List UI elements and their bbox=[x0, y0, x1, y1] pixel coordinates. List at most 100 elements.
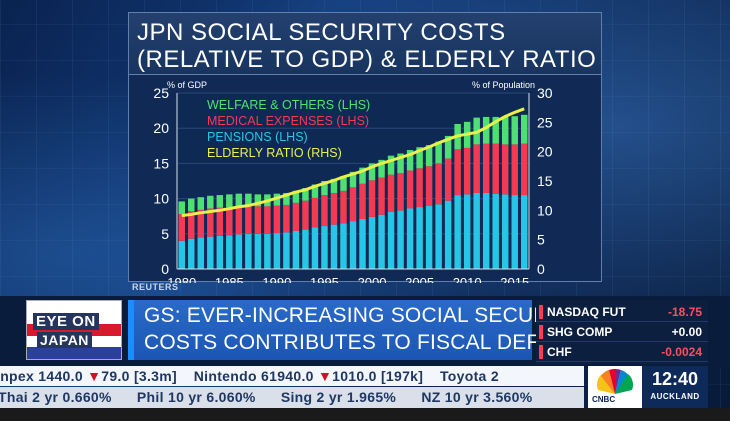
bar-segment bbox=[397, 210, 404, 269]
bar-segment bbox=[254, 233, 262, 269]
market-tickers: NASDAQ FUT -18.75 SHG COMP +0.00 CHF -0.… bbox=[536, 300, 708, 364]
bar-segment bbox=[340, 176, 347, 191]
bar-segment bbox=[444, 200, 452, 269]
ticker-name: CHF bbox=[547, 345, 572, 359]
bar-segment bbox=[273, 233, 281, 269]
right-tick-label: 30 bbox=[537, 85, 553, 101]
bar-segment bbox=[521, 143, 528, 196]
bar-segment bbox=[264, 233, 271, 269]
bar-segment bbox=[463, 147, 471, 195]
bar-segment bbox=[387, 174, 395, 212]
bond-crawl-text: Thai 2 yr 0.660% Phil 10 yr 6.060% Sing … bbox=[0, 389, 532, 405]
bar-segment bbox=[359, 183, 366, 220]
bar-segment bbox=[226, 194, 233, 208]
left-tick-label: 0 bbox=[161, 261, 169, 277]
crawl-stock-name: Nintendo bbox=[193, 368, 257, 384]
bar-segment bbox=[188, 198, 195, 212]
crawl-bond-value: 0.660% bbox=[62, 389, 112, 405]
bar-segment bbox=[368, 180, 376, 217]
crawl-stock-volume: [3.3m] bbox=[133, 368, 177, 384]
bar-segment bbox=[492, 116, 499, 144]
bar-segment bbox=[482, 192, 490, 269]
x-tick-label: 1985 bbox=[215, 275, 244, 283]
ticker-row: SHG COMP +0.00 bbox=[536, 322, 708, 342]
left-tick-label: 5 bbox=[161, 226, 169, 242]
left-tick-label: 15 bbox=[153, 155, 169, 171]
bar-segment bbox=[340, 223, 347, 269]
right-tick-label: 25 bbox=[537, 114, 553, 130]
headline-line-1: GS: EVER-INCREASING SOCIAL SECURITY bbox=[144, 304, 582, 327]
bar-segment bbox=[292, 230, 300, 269]
bar-segment bbox=[501, 144, 509, 195]
bar-segment bbox=[511, 144, 518, 196]
right-axis-unit: % of Population bbox=[472, 80, 535, 90]
bar-segment bbox=[197, 209, 205, 238]
bar-segment bbox=[330, 178, 338, 193]
stock-crawl-text: Inpex 1440.0 ▼79.0 [3.3m] Nintendo 61940… bbox=[0, 368, 499, 384]
bar-segment bbox=[387, 211, 395, 269]
x-tick-label: 1990 bbox=[262, 275, 291, 283]
x-tick-label: 1980 bbox=[167, 275, 196, 283]
crawl-bond-value: 1.965% bbox=[346, 389, 397, 405]
bar-segment bbox=[359, 167, 366, 184]
brand-wordmark: CNBC bbox=[592, 395, 616, 404]
elderly-ratio-line bbox=[181, 107, 525, 218]
bar-segment bbox=[397, 153, 404, 174]
bar-segment bbox=[207, 195, 214, 209]
segment-logo-line-2: JAPAN bbox=[37, 332, 92, 348]
bar-segment bbox=[435, 204, 442, 269]
bar-segment bbox=[482, 116, 490, 144]
crawl-bond-value: 3.560% bbox=[483, 389, 533, 405]
bar-segment bbox=[501, 194, 509, 269]
bar-segment bbox=[425, 166, 433, 206]
bar-segment bbox=[197, 197, 205, 210]
right-tick-label: 5 bbox=[537, 232, 545, 248]
bar-segment bbox=[482, 143, 490, 193]
stock-crawl: Inpex 1440.0 ▼79.0 [3.3m] Nintendo 61940… bbox=[0, 366, 584, 386]
bar-segment bbox=[254, 206, 262, 234]
chart-panel: JPN SOCIAL SECURITY COSTS (RELATIVE TO G… bbox=[128, 12, 602, 283]
bar-segment bbox=[311, 197, 319, 228]
bar-segment bbox=[178, 240, 185, 269]
clock-box: 12:40 AUCKLAND bbox=[642, 366, 708, 408]
bar-segment bbox=[378, 159, 385, 178]
bar-segment bbox=[416, 147, 423, 169]
left-tick-label: 10 bbox=[153, 191, 169, 207]
left-tick-label: 20 bbox=[153, 120, 169, 136]
bar-segment bbox=[444, 158, 452, 201]
legend-entry: PENSIONS (LHS) bbox=[207, 130, 308, 144]
peacock-logo-icon bbox=[596, 368, 634, 394]
crawl-bond-value: 6.060% bbox=[206, 389, 256, 405]
crawl-bond-name: NZ 10 yr bbox=[421, 389, 479, 405]
bar-segment bbox=[378, 177, 385, 215]
crawl-stock-price: 61940.0 bbox=[261, 368, 314, 384]
bar-segment bbox=[511, 116, 518, 145]
bar-segment bbox=[321, 181, 328, 196]
bar-segment bbox=[178, 201, 185, 215]
right-tick-label: 0 bbox=[537, 261, 545, 277]
bar-segment bbox=[492, 143, 499, 194]
crawl-stock-change: 1010.0 bbox=[332, 368, 377, 384]
bar-segment bbox=[444, 135, 452, 159]
bar-segment bbox=[425, 145, 433, 167]
bar-segment bbox=[330, 192, 338, 225]
crawl-stock-name: Inpex bbox=[0, 368, 35, 384]
ticker-value: -18.75 bbox=[667, 305, 702, 319]
bar-segment bbox=[406, 150, 414, 171]
bar-segment bbox=[425, 205, 433, 269]
segment-logo: EYE ON JAPAN bbox=[26, 300, 122, 360]
bar-segment bbox=[368, 163, 376, 181]
bar-segment bbox=[245, 205, 252, 234]
left-tick-label: 25 bbox=[153, 85, 169, 101]
x-tick-label: 2015 bbox=[500, 275, 529, 283]
ticker-name: NASDAQ FUT bbox=[547, 305, 626, 319]
bar-segment bbox=[378, 214, 385, 269]
bar-segment bbox=[273, 205, 281, 234]
bar-segment bbox=[492, 193, 499, 269]
x-tick-label: 2000 bbox=[358, 275, 387, 283]
bar-segment bbox=[416, 207, 423, 269]
bar-segment bbox=[501, 116, 509, 145]
bar-segment bbox=[283, 192, 290, 205]
bar-segment bbox=[207, 208, 214, 237]
chart-title-box: JPN SOCIAL SECURITY COSTS (RELATIVE TO G… bbox=[129, 13, 601, 75]
